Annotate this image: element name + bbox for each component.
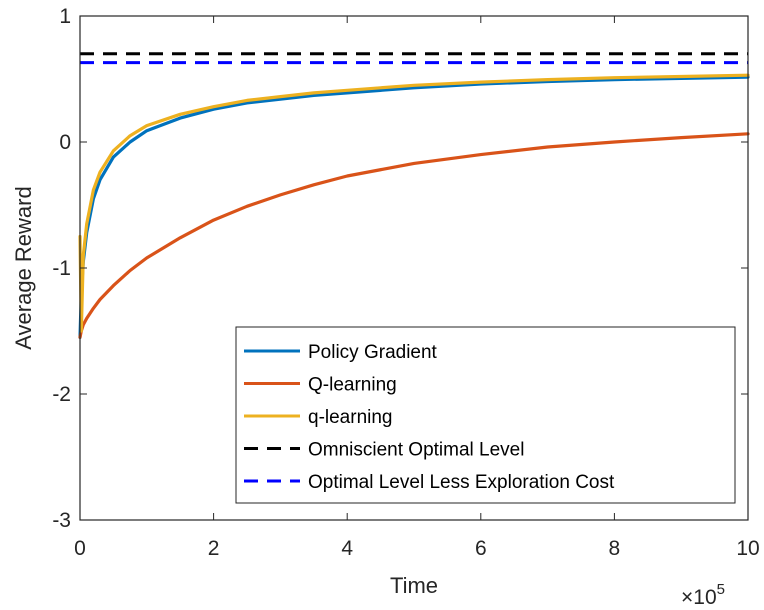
legend-label-q-learning: Q-learning xyxy=(308,375,397,396)
ticks xyxy=(79,15,749,521)
x-exponent-label: ×105 xyxy=(681,581,725,609)
series-line-policy-gradient xyxy=(78,75,750,339)
series-line-q-learning xyxy=(78,132,750,339)
y-tick-label: -1 xyxy=(52,257,71,280)
x-tick-label: 0 xyxy=(74,537,86,560)
plot-lines xyxy=(78,52,750,339)
legend-label-omniscient-optimal-level: Omniscient Optimal Level xyxy=(308,440,524,461)
x-tick-label: 8 xyxy=(609,537,621,560)
x-axis-label: Time xyxy=(390,573,438,598)
y-tick-label: 0 xyxy=(59,131,71,154)
legend: Policy Gradient Q-learning q-learning Omnis… xyxy=(235,326,736,504)
x-exponent-base: ×10 xyxy=(681,586,717,609)
x-tick-label: 6 xyxy=(475,537,487,560)
y-axis-label: Average Reward xyxy=(11,186,36,349)
series-line-q-learning xyxy=(78,73,750,333)
x-tick-label: 4 xyxy=(341,537,353,560)
x-exponent-power: 5 xyxy=(717,581,725,598)
y-tick-label: -3 xyxy=(52,509,71,532)
tick-labels: 0 2 4 6 8 10 -3 -2 -1 0 1 xyxy=(52,5,759,560)
x-tick-label: 10 xyxy=(736,537,759,560)
legend-label-q-learning: q-learning xyxy=(308,407,393,428)
x-tick-label: 2 xyxy=(208,537,220,560)
y-tick-label: -2 xyxy=(52,383,71,406)
y-tick-label: 1 xyxy=(59,5,71,28)
legend-items: Policy Gradient Q-learning q-learning Omnis… xyxy=(244,342,615,493)
legend-label-optimal-level-less-exploration-cost: Optimal Level Less Exploration Cost xyxy=(308,472,615,493)
legend-label-policy-gradient: Policy Gradient xyxy=(308,342,438,363)
legend-box xyxy=(235,326,736,504)
